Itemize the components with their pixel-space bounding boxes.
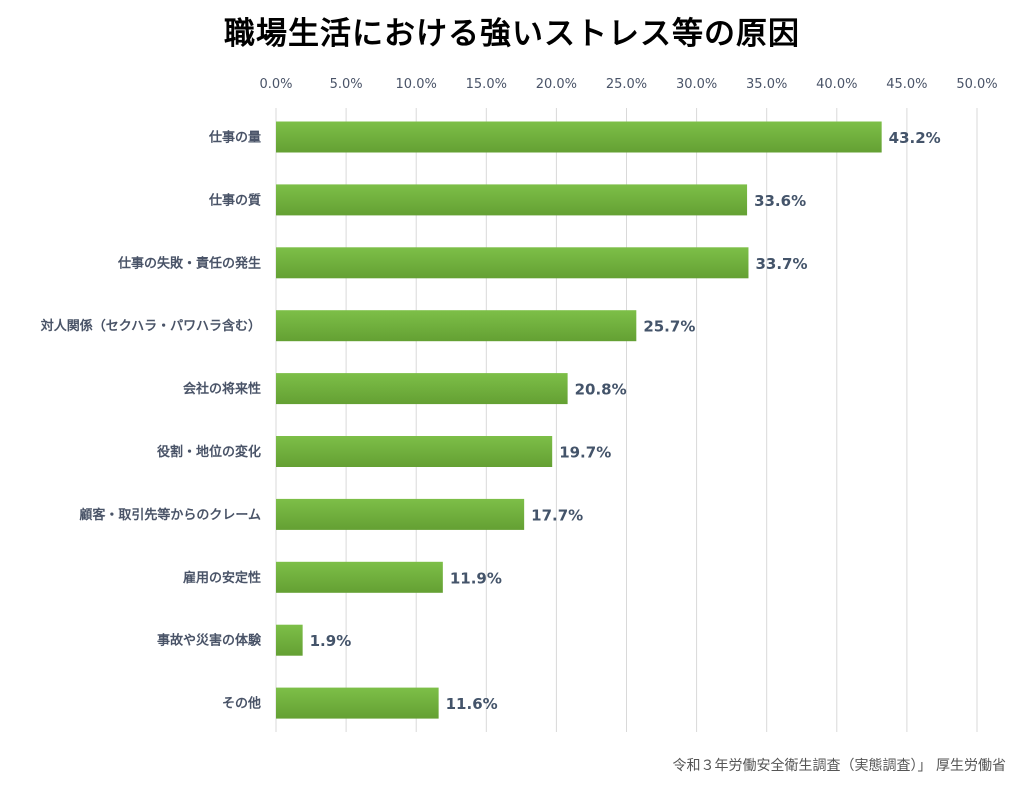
data-label: 17.7% <box>531 506 583 524</box>
x-tick-label: 50.0% <box>956 77 997 92</box>
x-tick-label: 0.0% <box>259 77 292 92</box>
bar <box>276 184 747 215</box>
category-label: その他 <box>222 696 261 712</box>
x-tick-label: 15.0% <box>466 77 507 92</box>
data-label: 11.6% <box>446 695 498 713</box>
data-label: 1.9% <box>310 632 352 650</box>
bar <box>276 625 303 656</box>
category-label: 仕事の量 <box>208 130 261 146</box>
x-tick-label: 30.0% <box>676 77 717 92</box>
x-tick-label: 40.0% <box>816 77 857 92</box>
category-label: 顧客・取引先等からのクレーム <box>79 507 261 523</box>
bar <box>276 499 524 530</box>
x-tick-label: 20.0% <box>536 77 577 92</box>
data-label: 43.2% <box>889 129 941 147</box>
data-label: 20.8% <box>575 381 627 399</box>
data-labels: 43.2% 33.6% 33.7% 25.7% 20.8% 19.7% 17.7% 11.9%… <box>310 129 941 713</box>
bar <box>276 373 568 404</box>
category-label: 対人関係（セクハラ・パワハラ含む） <box>40 318 261 334</box>
x-tick-label: 45.0% <box>886 77 927 92</box>
data-label: 33.7% <box>755 255 807 273</box>
data-label: 11.9% <box>450 569 502 587</box>
bars <box>276 122 882 719</box>
x-tick-label: 25.0% <box>606 77 647 92</box>
category-label: 会社の将来性 <box>183 381 261 397</box>
source-note: 令和３年労働安全衛生調査（実態調査）」 厚生労働省 <box>673 755 1006 775</box>
category-label: 事故や災害の体験 <box>157 633 262 649</box>
x-tick-label: 10.0% <box>396 77 437 92</box>
category-label: 仕事の失敗・責任の発生 <box>117 255 261 271</box>
bar <box>276 310 636 341</box>
bar <box>276 122 882 153</box>
data-label: 25.7% <box>643 318 695 336</box>
x-axis-ticks: 0.0% 5.0% 10.0% 15.0% 20.0% 25.0% 30.0% 35.0% 40… <box>259 77 997 92</box>
x-tick-label: 35.0% <box>746 77 787 92</box>
x-tick-label: 5.0% <box>330 77 363 92</box>
bar <box>276 562 443 593</box>
bar <box>276 436 552 467</box>
category-label: 役割・地位の変化 <box>157 444 261 460</box>
bar <box>276 247 748 278</box>
category-label: 雇用の安定性 <box>183 570 261 586</box>
data-label: 33.6% <box>754 192 806 210</box>
category-label: 仕事の質 <box>208 192 261 208</box>
bar <box>276 688 439 719</box>
data-label: 19.7% <box>559 444 611 462</box>
